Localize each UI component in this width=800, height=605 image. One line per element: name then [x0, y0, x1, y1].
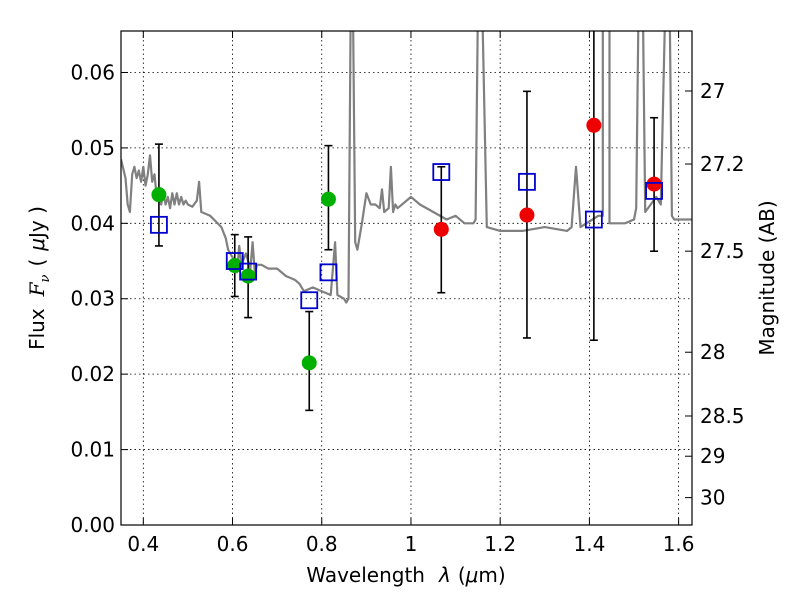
model-photometry-square [239, 262, 258, 281]
model-spectrum-line [121, 31, 692, 304]
x-tick-label: 0.8 [306, 532, 338, 556]
red-data-point [519, 207, 535, 223]
model-photometry-square [225, 252, 244, 270]
y2-tick-label: 27.5 [700, 239, 745, 263]
red-data-point [433, 221, 449, 237]
green-data-point [320, 191, 336, 207]
y2-tick-label: 28.5 [700, 404, 745, 428]
y2-tick-label: 28 [700, 340, 725, 364]
y-tick-label: 0.03 [70, 287, 115, 311]
x-tick-label: 0.4 [127, 532, 159, 556]
y2-axis-label: Magnitude (AB) [755, 200, 779, 355]
green-data-point [301, 355, 317, 371]
y-axis-label: FluxFν(μJy ) [25, 206, 53, 350]
plot-area [121, 31, 692, 412]
y2-tick-label: 27.2 [700, 152, 745, 176]
y2-tick-label: 29 [700, 444, 725, 468]
x-tick-label: 1.6 [663, 532, 695, 556]
y2-tick-label: 27 [700, 79, 725, 103]
model-photometry-square [150, 215, 168, 234]
plot-frame [120, 30, 693, 526]
red-data-point [586, 117, 602, 133]
model-photometry-square [645, 181, 663, 200]
y-tick-label: 0.05 [70, 136, 115, 160]
y-tick-label: 0.02 [70, 362, 115, 386]
y-tick-label: 0.06 [70, 60, 115, 84]
x-tick-label: 1.2 [484, 532, 516, 556]
x-tick-label: 1 [405, 532, 418, 556]
model-photometry-square [584, 210, 603, 229]
axis-ticks: 0.4 0.6 0.8 1 1.2 1.4 1.6 0.00 0.01 0.02 0.03 0.04 0… [70, 31, 745, 556]
grid-lines [121, 31, 692, 526]
x-tick-label: 1.4 [573, 532, 605, 556]
model-photometry-square [518, 172, 536, 191]
y-tick-label: 0.04 [70, 211, 115, 235]
green-data-point [151, 187, 167, 203]
model-photometry-square [432, 163, 451, 181]
model-photometry-square [300, 291, 319, 310]
model-photometry-square [319, 263, 338, 282]
green-data-point [240, 268, 256, 284]
x-axis-label: Wavelength λ (μm) [306, 563, 505, 587]
y-tick-label: 0.01 [70, 438, 115, 462]
x-tick-label: 0.6 [217, 532, 249, 556]
red-data-point [646, 176, 662, 192]
y-tick-label: 0.00 [70, 513, 115, 537]
y2-tick-label: 30 [700, 486, 725, 510]
